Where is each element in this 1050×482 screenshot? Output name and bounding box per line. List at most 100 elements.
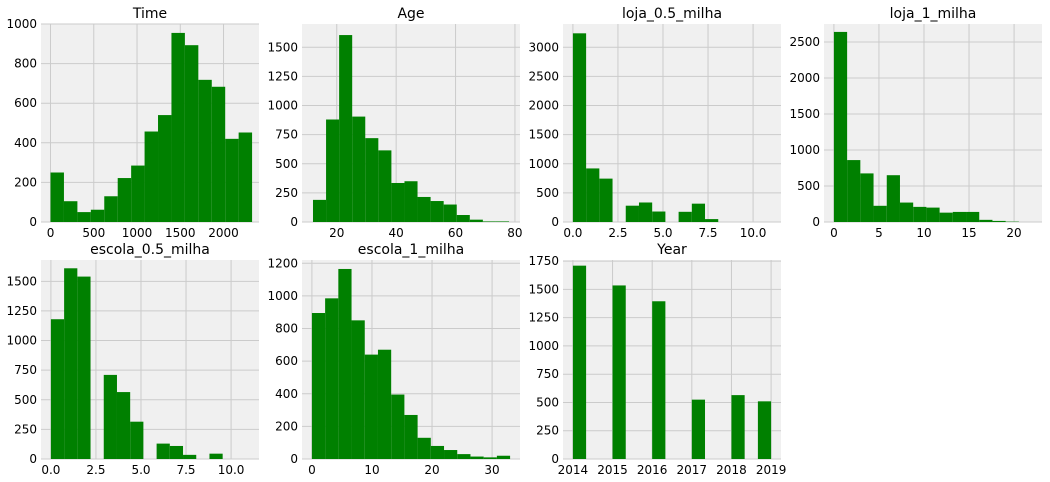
plot-area [563, 260, 781, 459]
histogram-bar [311, 313, 326, 459]
histogram-bar [144, 131, 159, 222]
y-tick-label: 1200 [267, 256, 298, 270]
histogram-bar [156, 443, 170, 459]
histogram-bar [430, 201, 444, 222]
y-tick-label: 0 [551, 215, 559, 229]
subplot-6: 0 10 20 30 0 200 400 600 800 1000 1200 escola_1_mil… [267, 242, 520, 477]
histogram-bar [103, 374, 117, 459]
histogram-bar [352, 116, 366, 222]
x-tick-label: 500 [82, 226, 105, 240]
x-tick-label: 0 [308, 463, 316, 477]
histogram-bar [992, 220, 1006, 222]
histogram-bar [691, 399, 706, 459]
histogram-bar [417, 196, 431, 222]
histogram-bar [952, 211, 967, 222]
histogram-bar [364, 354, 378, 459]
x-tick-label: 2017 [677, 463, 708, 477]
y-tick-label: 1000 [6, 17, 37, 31]
y-tick-label: 1000 [267, 289, 298, 303]
x-tick-label: 10.0 [740, 226, 767, 240]
histogram-bar [691, 203, 706, 222]
histogram-bar [391, 394, 405, 459]
subplot-2: 20 40 60 80 0 250 500 750 1000 1250 1500 Age [267, 6, 522, 240]
subplot-title: Age [397, 6, 424, 22]
histogram-bar [391, 182, 405, 222]
y-tick-label: 500 [275, 157, 298, 171]
y-tick-label: 1000 [267, 99, 298, 113]
subplot-7: 2014 2015 2016 2017 2018 2019 0 250 500 750 1000 12… [528, 242, 786, 477]
y-tick-label: 600 [14, 96, 37, 110]
histogram-bar [404, 414, 418, 459]
histogram-bar [325, 298, 339, 459]
x-tick-label: 2016 [637, 463, 668, 477]
histogram-bar [312, 199, 327, 222]
histogram-bar [339, 35, 353, 223]
subplot-3: 0.0 2.5 5.0 7.5 10.0 0 500 1000 1500 2000 2500 3000… [528, 6, 781, 240]
histogram-bar [50, 172, 64, 222]
x-tick-label: 2.5 [86, 463, 105, 477]
y-tick-label: 0 [29, 215, 37, 229]
x-tick-label: 0 [47, 226, 55, 240]
y-tick-label: 250 [275, 186, 298, 200]
histogram-bar [757, 401, 772, 459]
y-tick-label: 1250 [528, 311, 559, 325]
x-tick-label: 80 [507, 226, 522, 240]
histogram-bar [131, 165, 145, 222]
histogram-bar [599, 178, 613, 222]
histogram-bar [939, 212, 953, 222]
x-tick-label: 60 [448, 226, 463, 240]
histogram-bar [404, 181, 418, 222]
histogram-bar [169, 445, 184, 459]
x-tick-label: 5.0 [653, 226, 672, 240]
x-tick-label: 7.5 [176, 463, 195, 477]
subplot-5: 0.0 2.5 5.0 7.5 10.0 0 250 500 750 1000 1250 1500 es… [6, 242, 259, 477]
y-tick-label: 1500 [789, 107, 820, 121]
x-tick-label: 20 [1006, 226, 1021, 240]
x-tick-label: 2018 [716, 463, 747, 477]
y-tick-label: 0 [551, 452, 559, 466]
histogram-bar [482, 221, 496, 222]
y-tick-label: 200 [275, 419, 298, 433]
subplot-4: 0 5 10 15 20 0 500 1000 1500 2000 2500 loja_1_milha [789, 6, 1042, 240]
histogram-bar [443, 204, 457, 222]
y-tick-label: 400 [14, 136, 37, 150]
y-tick-label: 250 [536, 424, 559, 438]
y-tick-label: 750 [536, 367, 559, 381]
histogram-bar [430, 445, 445, 459]
histogram-bar [104, 196, 118, 222]
x-tick-label: 2.5 [608, 226, 627, 240]
histogram-bar [378, 150, 392, 222]
histogram-bar [209, 453, 223, 459]
x-tick-label: 5 [875, 226, 883, 240]
subplot-title: Year [656, 242, 687, 258]
y-tick-label: 1750 [528, 254, 559, 268]
histogram-bar [678, 211, 692, 222]
histogram-bar [731, 395, 745, 459]
histogram-bar [417, 437, 431, 459]
x-tick-label: 0.0 [563, 226, 582, 240]
histogram-bar [873, 205, 887, 222]
x-tick-label: 10 [364, 463, 379, 477]
y-tick-label: 200 [14, 175, 37, 189]
y-tick-label: 1500 [528, 282, 559, 296]
y-tick-label: 500 [797, 179, 820, 193]
y-tick-label: 500 [536, 395, 559, 409]
y-tick-label: 600 [275, 354, 298, 368]
histogram-bar [586, 168, 600, 222]
y-tick-label: 750 [275, 128, 298, 142]
x-tick-label: 2000 [208, 226, 239, 240]
histogram-bar [63, 201, 78, 222]
y-tick-label: 500 [536, 186, 559, 200]
x-tick-label: 2015 [597, 463, 628, 477]
subplot-title: Time [132, 6, 167, 22]
x-tick-label: 10.0 [218, 463, 245, 477]
y-tick-label: 1000 [528, 157, 559, 171]
histogram-bar [966, 211, 980, 222]
histogram-bar [117, 178, 132, 222]
x-tick-label: 7.5 [698, 226, 717, 240]
histogram-bar [351, 320, 365, 459]
histogram-bar [572, 265, 587, 459]
histogram-bar [638, 202, 653, 222]
x-tick-label: 15 [961, 226, 976, 240]
